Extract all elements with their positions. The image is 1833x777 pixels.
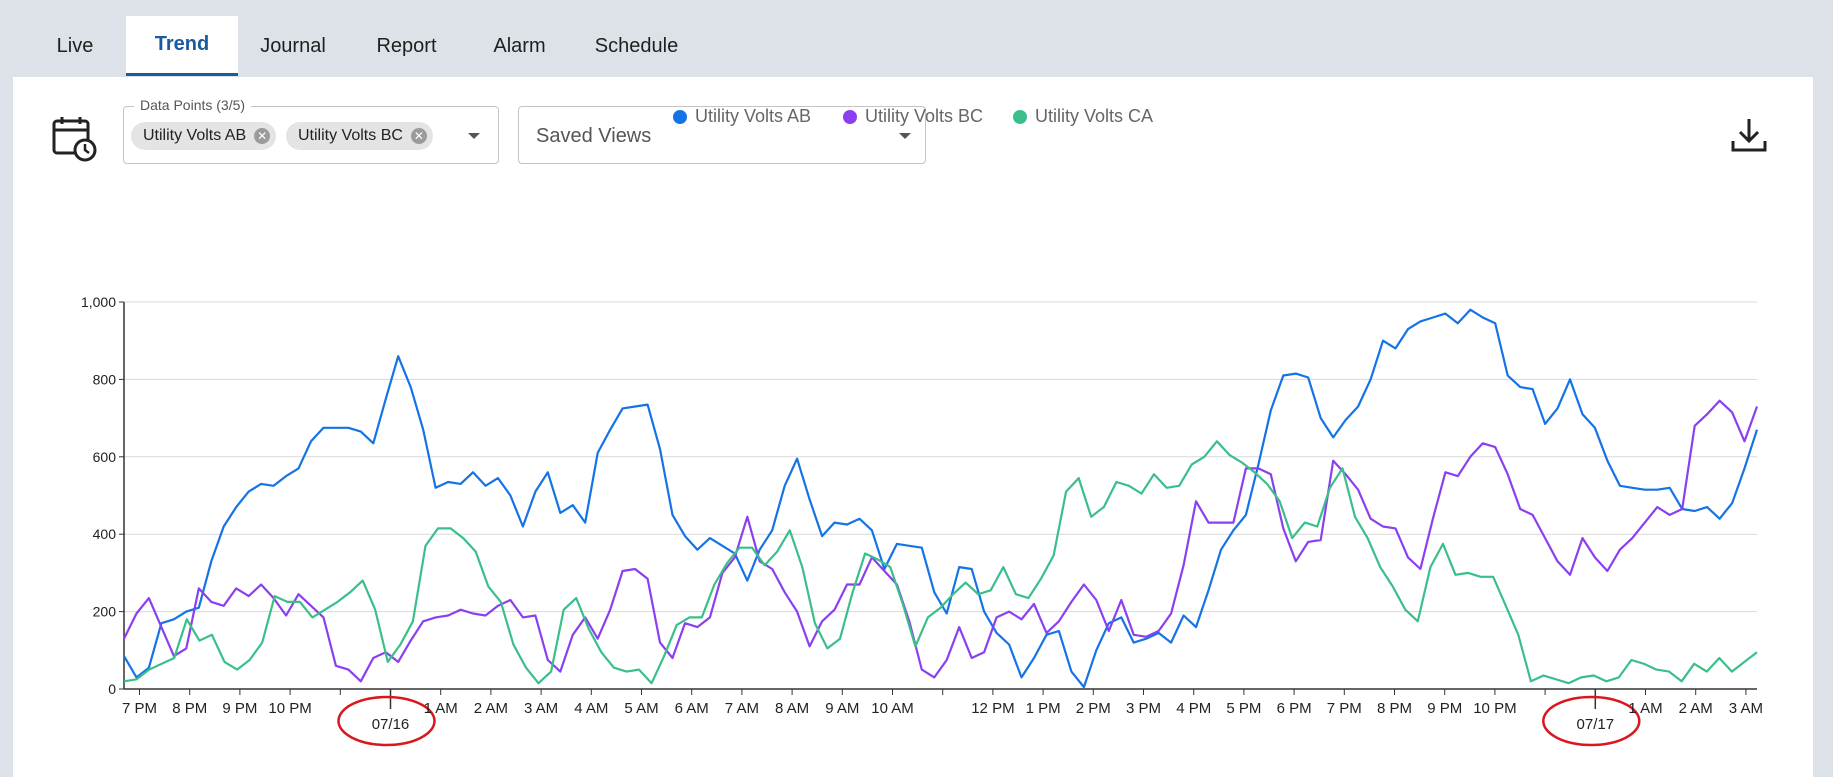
legend-dot — [673, 109, 687, 124]
calendar-clock-icon[interactable] — [51, 114, 99, 162]
x-tick-label: 9 AM — [825, 700, 859, 717]
x-tick-label: 9 PM — [222, 700, 257, 717]
chip-label: Utility Volts AB — [143, 127, 247, 144]
legend-label: Utility Volts CA — [1035, 106, 1154, 126]
x-tick-label: 10 PM — [1473, 700, 1516, 717]
tab-bar: Live Trend Journal Report Alarm Schedule — [0, 0, 1833, 77]
legend-label: Utility Volts BC — [865, 106, 984, 126]
tab-report[interactable]: Report — [376, 34, 437, 57]
x-tick-label: 2 PM — [1076, 700, 1111, 717]
x-tick-label: 2 AM — [474, 700, 508, 717]
x-tick-label: 10 PM — [268, 700, 311, 717]
trend-panel: Data Points (3/5) Utility Volts AB ✕ Uti… — [13, 77, 1813, 777]
chip-utility-volts-bc[interactable]: Utility Volts BC ✕ — [286, 122, 433, 150]
x-tick-label: 1 PM — [1026, 700, 1061, 717]
x-tick-label: 8 PM — [172, 700, 207, 717]
tab-journal[interactable]: Journal — [260, 34, 326, 57]
x-tick-label: 6 PM — [1277, 700, 1312, 717]
x-tick-label: 3 AM — [524, 700, 558, 717]
legend-utility-volts-ca[interactable]: Utility Volts CA — [1013, 106, 1153, 127]
series-line-utility-volts-ab[interactable] — [123, 308, 1759, 689]
legend-label: Utility Volts AB — [695, 106, 812, 126]
x-tick-label: 7 AM — [725, 700, 759, 717]
tab-schedule[interactable]: Schedule — [594, 34, 679, 57]
saved-views-select[interactable]: Saved Views — [518, 106, 926, 164]
y-tick-label: 1,000 — [81, 294, 116, 310]
x-tick-label: 07/17 — [1577, 716, 1615, 733]
chip-remove-icon[interactable]: ✕ — [410, 128, 427, 144]
x-tick-label: 5 PM — [1226, 700, 1261, 717]
x-tick-label: 3 PM — [1126, 700, 1161, 717]
legend-dot — [1013, 109, 1027, 124]
x-tick-label: 4 AM — [574, 700, 608, 717]
data-points-label: Data Points (3/5) — [134, 97, 252, 113]
annotation-circle — [337, 695, 436, 747]
x-tick-label: 10 AM — [871, 700, 914, 717]
x-tick-label: 1 AM — [424, 700, 458, 717]
y-tick-label: 600 — [93, 449, 117, 465]
x-tick-label: 8 PM — [1377, 700, 1412, 717]
y-tick-label: 0 — [108, 681, 116, 697]
chip-remove-icon[interactable]: ✕ — [254, 128, 271, 144]
x-tick-label: 7 PM — [1327, 700, 1362, 717]
y-tick-label: 800 — [93, 371, 117, 387]
series-line-utility-volts-bc[interactable] — [123, 399, 1759, 683]
legend-utility-volts-bc[interactable]: Utility Volts BC — [843, 106, 983, 127]
x-tick-label: 5 AM — [624, 700, 658, 717]
saved-views-placeholder: Saved Views — [536, 125, 652, 147]
download-icon[interactable] — [1729, 115, 1769, 155]
x-tick-label: 6 AM — [675, 700, 709, 717]
chevron-down-icon[interactable] — [899, 133, 911, 139]
x-tick-label: 4 PM — [1176, 700, 1211, 717]
x-tick-label: 9 PM — [1427, 700, 1462, 717]
x-tick-label: 07/16 — [372, 716, 410, 733]
x-tick-label: 8 AM — [775, 700, 809, 717]
tab-alarm[interactable]: Alarm — [493, 34, 546, 57]
legend-dot — [843, 109, 857, 124]
x-tick-label: 1 AM — [1628, 700, 1662, 717]
y-tick-label: 200 — [93, 604, 117, 620]
chip-label: Utility Volts BC — [298, 127, 403, 144]
x-tick-label: 3 AM — [1729, 700, 1763, 717]
tab-trend[interactable]: Trend — [126, 16, 238, 76]
series-line-utility-volts-ca[interactable] — [123, 440, 1758, 685]
y-tick-label: 400 — [93, 526, 117, 542]
x-tick-label: 2 AM — [1679, 700, 1713, 717]
tab-live[interactable]: Live — [56, 34, 94, 57]
x-tick-label: 7 PM — [122, 700, 157, 717]
chevron-down-icon[interactable] — [468, 133, 480, 139]
data-points-select[interactable]: Data Points (3/5) Utility Volts AB ✕ Uti… — [123, 97, 499, 164]
chip-utility-volts-ab[interactable]: Utility Volts AB ✕ — [131, 122, 277, 150]
legend-utility-volts-ab[interactable]: Utility Volts AB — [673, 106, 811, 127]
annotation-circle — [1542, 695, 1641, 747]
x-tick-label: 12 PM — [971, 700, 1014, 717]
